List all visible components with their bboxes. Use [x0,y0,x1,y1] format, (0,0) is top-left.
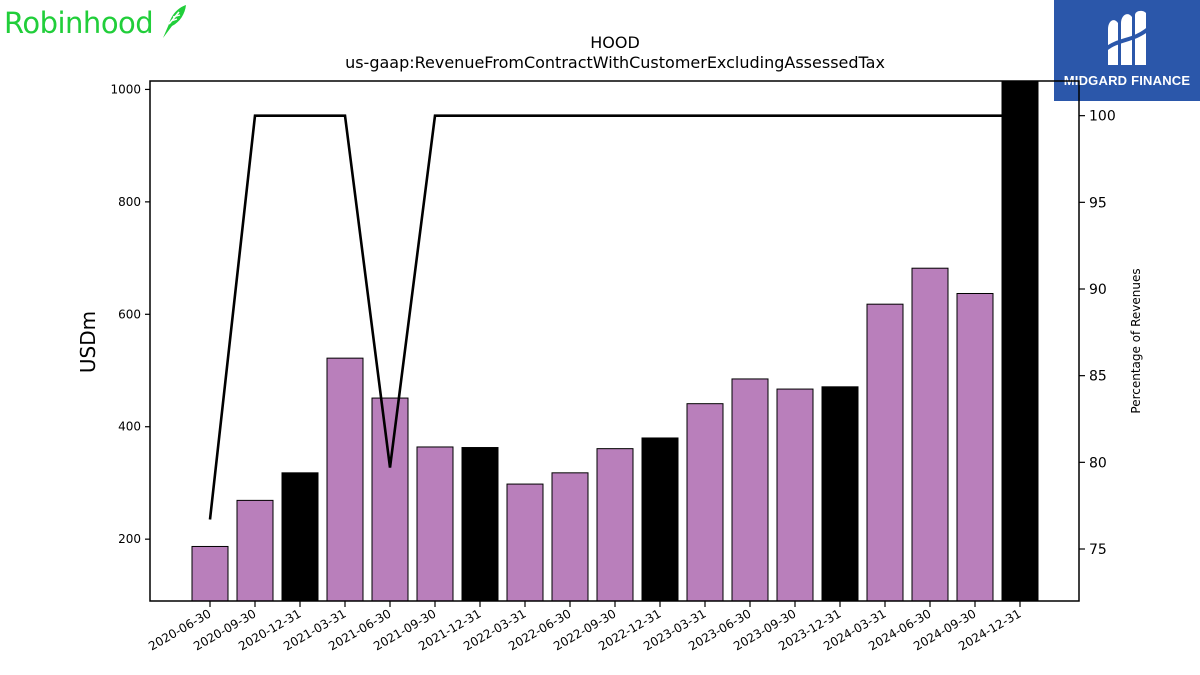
bar-2023-09-30 [776,388,814,602]
chart-subtitle: us-gaap:RevenueFromContractWithCustomerE… [345,53,885,72]
bar-2024-09-30 [956,292,994,602]
bar-2023-12-31 [821,386,859,602]
y-tick-label: 600 [118,307,141,321]
bar-2024-03-31 [866,303,904,602]
y2-tick-label: 95 [1089,195,1107,211]
x-axis: 2020-06-302020-09-302020-12-312021-03-31… [146,601,1024,653]
y2-tick-label: 80 [1089,455,1107,471]
y2-axis-label: Percentage of Revenues [1129,268,1143,413]
midgard-logo-icon [1104,9,1150,71]
midgard-wordmark: MIDGARD FINANCE [1063,73,1191,88]
midgard-finance-brand: MIDGARD FINANCE [1054,0,1200,101]
bar-2021-09-30 [416,446,454,602]
bar-2021-06-30 [371,397,409,602]
y-tick-label: 200 [118,532,141,546]
y2-tick-label: 100 [1089,109,1116,125]
bar-2023-03-31 [686,403,724,602]
line-series [208,114,1021,520]
bar-2020-12-31 [281,472,319,602]
y-tick-label: 400 [118,420,141,434]
bar-2021-12-31 [461,447,499,602]
feather-icon [159,2,189,44]
y2-tick-label: 75 [1089,542,1107,558]
bar-2022-03-31 [506,483,544,602]
y2-tick-label: 90 [1089,282,1107,298]
bar-2023-06-30 [731,378,769,602]
bar-series [191,81,1039,602]
bar-2022-12-31 [641,437,679,602]
bar-2024-06-30 [911,267,949,602]
bar-2022-09-30 [596,448,634,602]
robinhood-wordmark: Robinhood [4,6,154,40]
y2-tick-label: 85 [1089,369,1107,385]
robinhood-brand: Robinhood [4,2,189,44]
bar-2021-03-31 [326,357,364,602]
y-axis-label: USDm [76,311,100,373]
bar-2022-06-30 [551,472,589,602]
bar-2020-09-30 [236,499,274,602]
bar-2024-12-31 [1001,81,1039,602]
y-tick-label: 800 [118,195,141,209]
y-tick-label: 1000 [110,82,141,96]
chart-title: HOOD [590,33,640,52]
right-axis: 75 80 85 90 95 100 [1079,109,1116,558]
left-axis: 200 400 600 800 1000 [110,82,150,546]
bar-2020-06-30 [191,545,229,602]
